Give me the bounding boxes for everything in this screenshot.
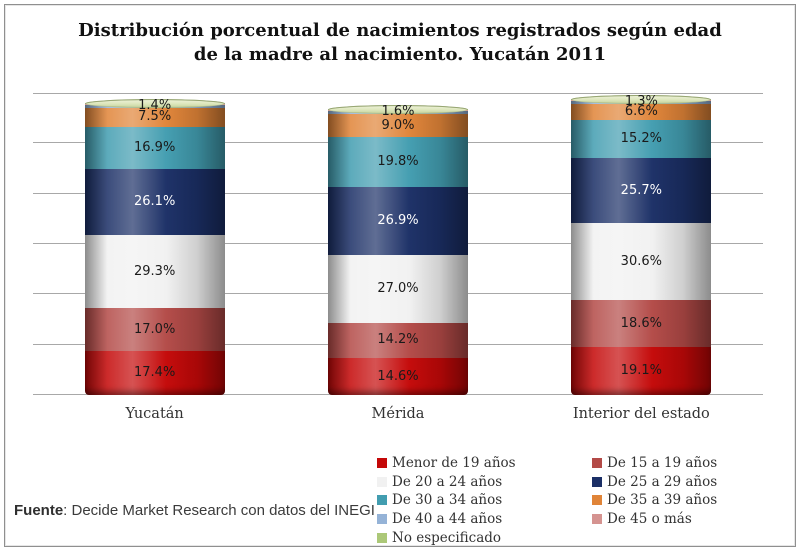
legend-item: De 15 a 19 años	[592, 454, 777, 473]
legend-item: De 20 a 24 años	[377, 473, 592, 492]
legend-swatch-icon	[377, 495, 387, 506]
segment-label: 17.4%	[134, 365, 176, 381]
bar-segment: 17.4%	[84, 351, 225, 395]
legend-swatch-icon	[377, 476, 387, 487]
segment-label: 26.1%	[134, 193, 176, 209]
segment-label: 16.9%	[134, 139, 176, 155]
legend-label: De 40 a 44 años	[392, 511, 503, 528]
segment-label: 1.6%	[381, 104, 415, 120]
bar-segment: 6.6%	[571, 103, 712, 121]
bar-segment: 17.0%	[84, 308, 225, 352]
segment-label: 18.6%	[620, 315, 662, 331]
legend-swatch-icon	[377, 532, 387, 543]
stacked-bar: 17.4% 17.0% 29.3% 26.1% 16.9% 7.5% 1.4%	[84, 98, 225, 395]
legend-swatch-icon	[592, 476, 602, 487]
bar-segment: 1.3%	[571, 94, 712, 108]
gridline	[33, 93, 763, 94]
legend-label: De 45 o más	[607, 511, 692, 528]
chart-title: Distribución porcentual de nacimientos r…	[0, 19, 800, 67]
cylinder-top-cap	[571, 94, 712, 104]
bar-segment: 1.6%	[328, 105, 468, 119]
segment-label: 29.3%	[134, 263, 176, 279]
bar-segment: 26.1%	[84, 169, 225, 235]
bar-segment: 29.3%	[84, 234, 225, 309]
bar-segment: 1.4%	[84, 98, 225, 112]
legend-swatch-icon	[592, 495, 602, 506]
legend-label: De 25 a 29 años	[607, 473, 718, 490]
legend-item: De 35 a 39 años	[592, 491, 777, 510]
legend-swatch-icon	[592, 458, 602, 469]
bar-segment: 15.2%	[571, 120, 712, 159]
stacked-bar: 19.1% 18.6% 30.6% 25.7% 15.2% 6.6% 1.3%	[571, 94, 712, 395]
legend-item: De 40 a 44 años	[377, 510, 592, 529]
category-label: Yucatán	[125, 406, 184, 422]
legend-label: Menor de 19 años	[392, 455, 516, 472]
cylinder-top-cap	[328, 104, 468, 114]
segment-label: 7.5%	[138, 109, 172, 125]
legend-label: De 35 a 39 años	[607, 492, 718, 509]
legend-label: De 15 a 19 años	[607, 455, 718, 472]
segment-label: 25.7%	[620, 182, 662, 198]
plot-area: 17.4% 17.0% 29.3% 26.1% 16.9% 7.5% 1.4% 14.6% 14…	[33, 93, 763, 395]
bar-segment: 19.1%	[571, 346, 712, 395]
bar-segment: 25.7%	[571, 158, 712, 224]
segment-label: 27.0%	[377, 280, 419, 296]
bar-segment: 16.9%	[84, 126, 225, 170]
legend-swatch-icon	[592, 514, 602, 525]
bar-segment: 30.6%	[571, 223, 712, 301]
segment-label: 1.4%	[138, 97, 172, 113]
legend-label: De 20 a 24 años	[392, 473, 503, 490]
segment-label: 14.2%	[377, 332, 419, 348]
source-note-text: : Decide Market Research con datos del I…	[63, 502, 375, 519]
legend-item: Menor de 19 años	[377, 454, 592, 473]
legend-swatch-icon	[377, 458, 387, 469]
chart-title-line-1: Distribución porcentual de nacimientos r…	[78, 20, 722, 41]
segment-label: 19.1%	[620, 362, 662, 378]
bar-segment: 7.5%	[84, 107, 225, 127]
source-note: Fuente: Decide Market Research con datos…	[14, 502, 375, 519]
legend-item: No especificado	[377, 528, 592, 547]
segment-label: 14.6%	[377, 368, 419, 384]
bar-segment: 18.6%	[571, 300, 712, 347]
chart-border-frame	[4, 4, 796, 547]
segment-label: 6.6%	[624, 103, 658, 119]
source-note-label: Fuente	[14, 502, 64, 519]
segment-label: 19.8%	[377, 153, 419, 169]
chart-title-line-2: de la madre al nacimiento. Yucatán 2011	[193, 44, 607, 65]
legend-item: De 25 a 29 años	[592, 473, 777, 492]
cylinder-top-cap	[84, 98, 225, 108]
bar-segment: 14.2%	[328, 322, 468, 359]
segment-label: 15.2%	[620, 131, 662, 147]
legend-swatch-icon	[377, 514, 387, 525]
segment-label: 1.3%	[624, 93, 658, 109]
bar-segment: 19.8%	[328, 137, 468, 187]
category-label: Mérida	[371, 406, 425, 422]
legend: Menor de 19 años De 15 a 19 años De 20 a 2…	[377, 454, 777, 547]
category-label: Interior del estado	[572, 406, 710, 422]
bar-segment: 27.0%	[328, 254, 468, 323]
legend-label: No especificado	[392, 529, 502, 546]
legend-item: De 45 o más	[592, 510, 777, 529]
bar-segment: 9.0%	[328, 114, 468, 138]
stacked-bar: 14.6% 14.2% 27.0% 26.9% 19.8% 9.0% 1.6%	[328, 104, 468, 395]
segment-label: 30.6%	[620, 253, 662, 269]
legend-item: De 30 a 34 años	[377, 491, 592, 510]
bar-segment: 14.6%	[328, 358, 468, 395]
bar-segment: 26.9%	[328, 186, 468, 255]
segment-label: 17.0%	[134, 321, 176, 337]
legend-label: De 30 a 34 años	[392, 492, 503, 509]
segment-label: 9.0%	[381, 117, 415, 133]
segment-label: 26.9%	[377, 212, 419, 228]
